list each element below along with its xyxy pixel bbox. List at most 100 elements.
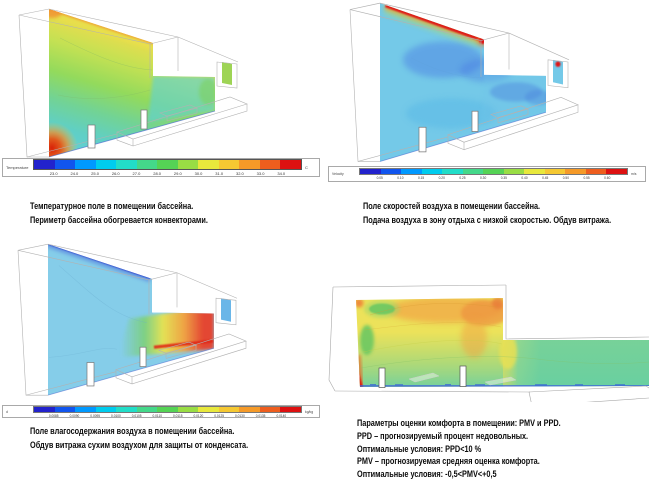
comfort-field-plot xyxy=(328,284,650,402)
colorbar-tick: 0.0095 xyxy=(90,413,101,418)
caption-line: PPD – прогнозируемый процент недовольных… xyxy=(357,429,529,441)
colorbar-segment xyxy=(54,160,76,169)
colorbar-label: Temperature xyxy=(6,165,29,170)
colorbar-tick: 0.35 xyxy=(500,176,507,180)
caption-line: Поле влагосодержания воздуха в помещении… xyxy=(30,425,235,436)
caption-line: PMV – прогнозируемая средняя оценка комф… xyxy=(357,455,540,467)
colorbar-tick: 0.50 xyxy=(562,176,569,180)
colorbar-segment xyxy=(585,169,607,174)
colorbar-segment xyxy=(462,169,484,174)
colorbar-segment xyxy=(157,406,178,412)
colorbar-tick: 0.25 xyxy=(459,176,466,180)
caption-line: Температурное поле в помещении бассейна. xyxy=(30,200,194,211)
colorbar-segment xyxy=(218,160,240,169)
colorbar-tick: 0.0140 xyxy=(276,413,287,418)
colorbar-tick: 0.05 xyxy=(376,176,383,180)
colorbar-segment xyxy=(136,160,158,169)
colorbar-unit: m/s xyxy=(631,172,637,176)
velocity-field-plot xyxy=(349,2,579,162)
colorbar-segment xyxy=(75,406,96,412)
colorbar-unit: C xyxy=(305,165,308,170)
colorbar-tick: 0.15 xyxy=(417,176,425,180)
colorbar-segment xyxy=(360,169,381,174)
colorbar-tick: 27.0 xyxy=(132,171,141,176)
caption-moisture: Поле влагосодержания воздуха в помещении… xyxy=(30,424,248,452)
caption-line: Оптимальные условия: -0,5<PMV<+0,5 xyxy=(357,468,497,480)
caption-line: Поле скоростей воздуха в помещении бассе… xyxy=(363,200,541,211)
colorbar-segment xyxy=(503,169,525,174)
colorbar-segment xyxy=(239,160,260,169)
colorbar-tick: 0.0130 xyxy=(234,413,245,418)
colorbar-tick: 0.0120 xyxy=(193,413,204,418)
colorbar-tick: 29.0 xyxy=(173,171,182,176)
colorbar: 0.0085 0.0090 0.0095 0.0100 0.0105 0.0110 0.01… xyxy=(33,405,302,418)
colorbar-segment xyxy=(544,169,566,174)
colorbar-segment xyxy=(239,406,260,412)
caption-temperature: Температурное поле в помещении бассейна.… xyxy=(30,199,208,227)
panel-moisture: d 0.0085 0.0090 0.0095 0.0100 0.0105 0.0110 0.… xyxy=(0,240,325,418)
colorbar-segment xyxy=(442,169,463,174)
colorbar-segment xyxy=(34,160,55,169)
colorbar-tick: 0.10 xyxy=(397,176,404,180)
colorbar-tick: 0.0115 xyxy=(173,413,183,418)
colorbar-tick: 25.0 xyxy=(91,171,99,176)
colorbar-segment xyxy=(401,169,422,174)
colorbar-tick: 0.55 xyxy=(583,176,590,180)
colorbar-tick: 24.0 xyxy=(70,171,79,176)
colorbar-segment xyxy=(280,160,301,169)
colorbar-tick: 23.0 xyxy=(49,171,58,176)
colorbar-tick: 0.0100 xyxy=(111,413,121,418)
colorbar-segment xyxy=(421,169,443,174)
colorbar-tick: 0.40 xyxy=(521,176,528,180)
colorbar-segment xyxy=(280,406,301,412)
colorbar-segment xyxy=(198,406,219,412)
colorbar-tick: 0.45 xyxy=(542,176,549,180)
caption-line: Подача воздуха в зону отдыха с низкой ск… xyxy=(363,214,612,225)
moisture-colorbar: d 0.0085 0.0090 0.0095 0.0100 0.0105 0.0110 0.… xyxy=(2,405,320,418)
colorbar-tick: 28.0 xyxy=(153,171,162,176)
caption-line: Периметр бассейна обогревается конвектор… xyxy=(30,214,208,225)
moisture-field-plot xyxy=(17,243,247,396)
colorbar-segment xyxy=(259,406,281,412)
colorbar-label: d xyxy=(6,409,8,414)
colorbar-segment xyxy=(380,169,402,174)
colorbar-label: Velocity xyxy=(332,172,344,176)
colorbar-segment xyxy=(157,160,178,169)
colorbar-tick: 32.0 xyxy=(235,171,244,176)
caption-velocity: Поле скоростей воздуха в помещении бассе… xyxy=(363,199,611,227)
colorbar-segment xyxy=(136,406,158,412)
colorbar-ticks: 0.0085 0.0090 0.0095 0.0100 0.0105 0.0110 0.01… xyxy=(33,413,302,418)
velocity-colorbar: Velocity 0.05 0.10 0.15 0.20 0.25 0.30 0.35 0.4… xyxy=(328,166,646,182)
colorbar-ticks: 0.05 0.10 0.15 0.20 0.25 0.30 0.35 0.40 0.45 0.50… xyxy=(359,175,628,180)
colorbar-tick: 0.0110 xyxy=(152,413,163,418)
colorbar-tick: 0.0135 xyxy=(255,413,266,418)
colorbar-tick: 0.20 xyxy=(438,176,445,180)
temperature-field-plot xyxy=(18,8,248,158)
colorbar-segment xyxy=(116,406,137,412)
colorbar-segment xyxy=(34,406,55,412)
colorbar-segment xyxy=(483,169,504,174)
colorbar-segment xyxy=(198,160,219,169)
colorbar-tick: 0.60 xyxy=(604,176,611,180)
temperature-colorbar: Temperature 23.0 24.0 25.0 26.0 27.0 28.0 29.0… xyxy=(2,158,320,177)
colorbar-segment xyxy=(218,406,240,412)
colorbar-segment xyxy=(54,406,76,412)
colorbar-unit: kg/kg xyxy=(305,409,314,414)
panel-temperature: Temperature 23.0 24.0 25.0 26.0 27.0 28.0 29.0… xyxy=(0,0,325,178)
caption-line: Обдув витража сухим воздухом для защиты … xyxy=(30,439,249,450)
colorbar-segment xyxy=(177,160,199,169)
colorbar: 0.05 0.10 0.15 0.20 0.25 0.30 0.35 0.40 0.45 0.50… xyxy=(359,168,628,180)
colorbar-segment xyxy=(259,160,281,169)
colorbar-segment xyxy=(177,406,199,412)
colorbar-ticks: 23.0 24.0 25.0 26.0 27.0 28.0 29.0 30.0 31.0 32.0… xyxy=(33,170,302,176)
colorbar-segment xyxy=(95,406,117,412)
panel-velocity: Velocity 0.05 0.10 0.15 0.20 0.25 0.30 0.35 0.4… xyxy=(325,0,650,182)
colorbar-segment xyxy=(95,160,117,169)
colorbar-segments xyxy=(359,168,628,175)
colorbar-tick: 30.0 xyxy=(194,171,203,176)
colorbar: 23.0 24.0 25.0 26.0 27.0 28.0 29.0 30.0 31.0 32.0… xyxy=(33,159,302,176)
colorbar-segment xyxy=(75,160,96,169)
caption-line: Оптимальные условия: PPD<10 % xyxy=(357,442,482,454)
colorbar-segment xyxy=(606,169,627,174)
